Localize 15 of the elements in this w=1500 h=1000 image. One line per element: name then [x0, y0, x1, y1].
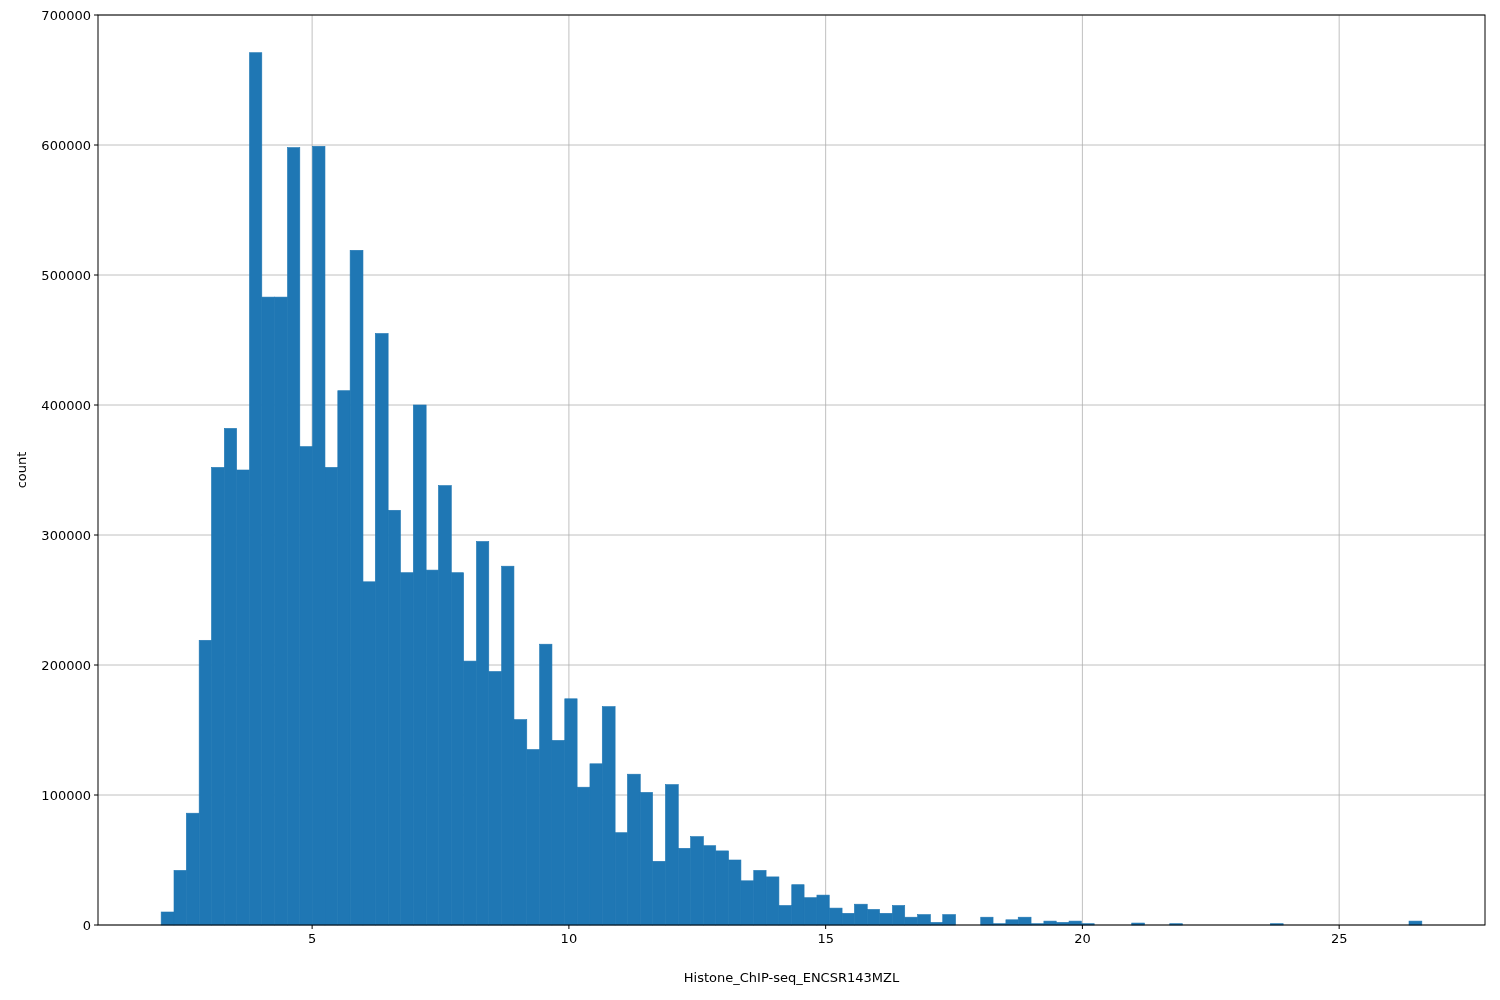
x-tick-label: 15	[817, 931, 834, 946]
y-tick-label: 600000	[41, 137, 91, 153]
y-tick-label: 0	[82, 917, 91, 933]
y-tick-label: 700000	[41, 7, 91, 23]
y-tick-label: 300000	[41, 527, 91, 543]
y-tick-label: 200000	[41, 657, 91, 673]
x-tick-label: 10	[560, 931, 578, 946]
y-tick-label: 400000	[41, 397, 91, 413]
y-tick-label: 500000	[41, 267, 91, 283]
x-tick-label: 5	[307, 931, 317, 946]
x-tick-label: 20	[1074, 931, 1091, 946]
x-tick-label: 25	[1330, 931, 1348, 946]
y-axis-title: count	[14, 451, 29, 489]
y-tick-label: 100000	[41, 787, 91, 803]
x-axis-title: Histone_ChIP-seq_ENCSR143MZL	[683, 970, 900, 985]
